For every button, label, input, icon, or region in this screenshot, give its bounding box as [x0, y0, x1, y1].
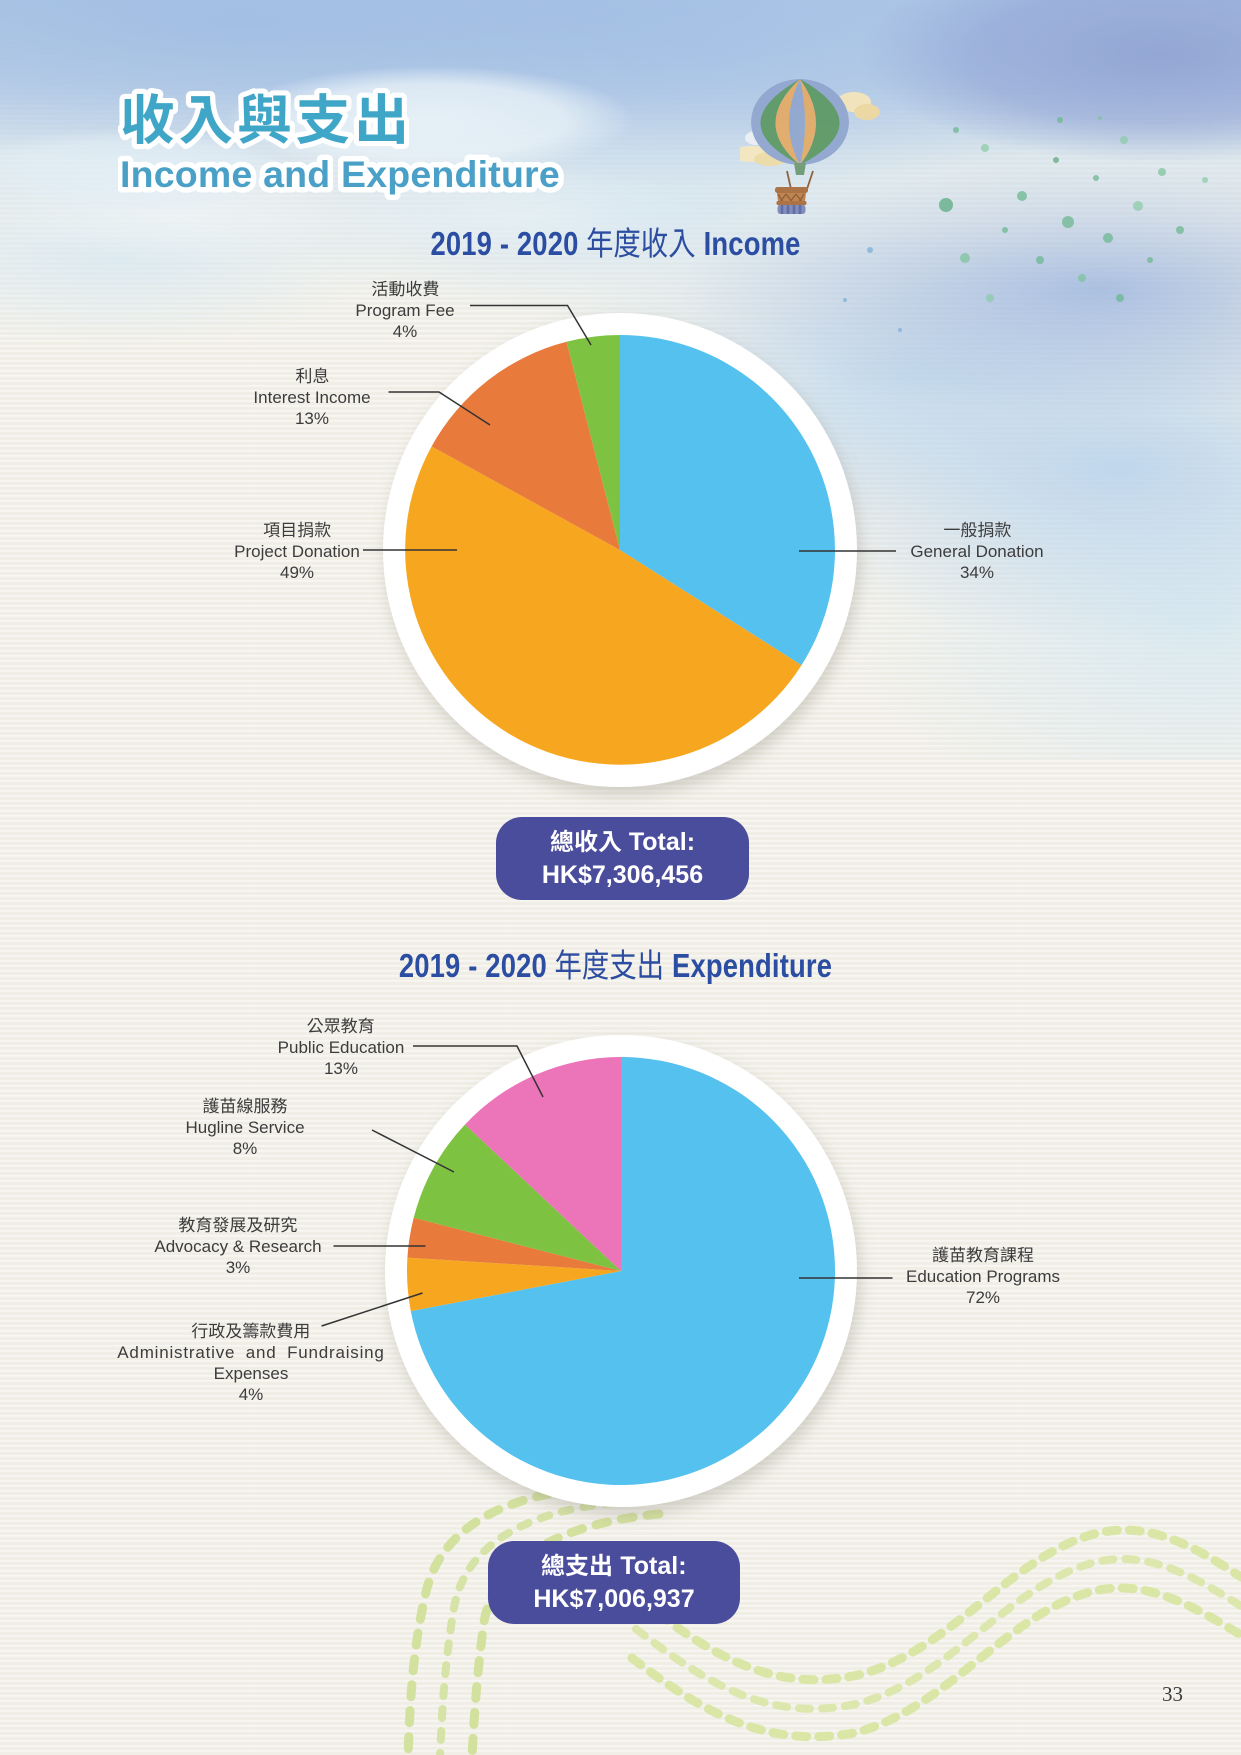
svg-text:Income and Expenditure: Income and Expenditure	[120, 153, 560, 195]
svg-text:Income and Expenditure: Income and Expenditure	[120, 153, 560, 195]
